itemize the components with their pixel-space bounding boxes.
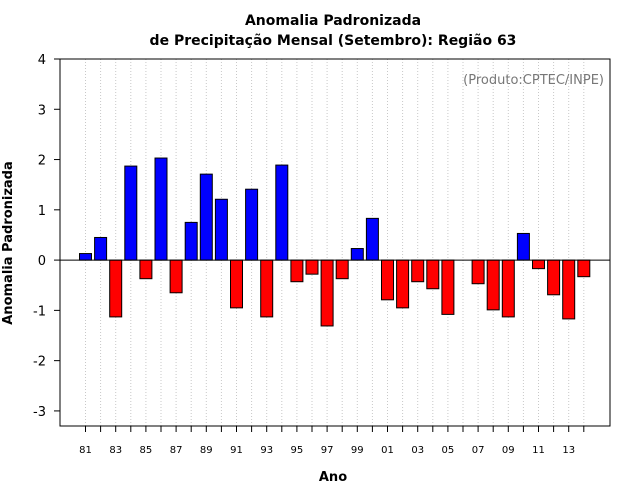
bar-97 bbox=[320, 259, 334, 327]
y-tick-label: 1 bbox=[38, 204, 46, 219]
bars bbox=[79, 157, 591, 327]
x-tick-label: 81 bbox=[79, 445, 92, 456]
x-tick-label: 89 bbox=[200, 445, 213, 456]
bar-99 bbox=[350, 248, 364, 261]
x-tick-label: 95 bbox=[291, 445, 304, 456]
x-tick-label: 99 bbox=[351, 445, 364, 456]
x-tick-label: 07 bbox=[472, 445, 485, 456]
bar-01 bbox=[381, 259, 394, 301]
bar-12 bbox=[547, 259, 561, 296]
x-tick-label: 93 bbox=[260, 445, 273, 456]
x-tick-label: 85 bbox=[140, 445, 153, 456]
x-axis-label: Ano bbox=[319, 470, 347, 485]
bar-13 bbox=[562, 259, 576, 320]
x-tick-label: 13 bbox=[562, 445, 575, 456]
bar-95 bbox=[290, 259, 304, 283]
bar-88 bbox=[184, 221, 198, 261]
y-tick-label: 0 bbox=[38, 254, 46, 269]
bar-90 bbox=[214, 198, 228, 261]
bar-02 bbox=[396, 259, 410, 309]
bar-05 bbox=[441, 259, 455, 315]
y-tick-label: 3 bbox=[38, 103, 46, 118]
x-tick-label: 09 bbox=[502, 445, 515, 456]
chart-title-line1: Anomalia Padronizada bbox=[245, 13, 421, 29]
x-tick-label: 01 bbox=[381, 445, 394, 456]
y-tick-label: -2 bbox=[33, 355, 46, 370]
bar-89 bbox=[199, 173, 213, 261]
x-tick-label: 87 bbox=[170, 445, 183, 456]
bar-93 bbox=[260, 259, 274, 318]
source-annotation: (Produto:CPTEC/INPE) bbox=[463, 73, 604, 88]
bar-10 bbox=[516, 232, 530, 261]
plot-frame bbox=[59, 58, 611, 427]
bar-14 bbox=[577, 259, 591, 278]
bar-07 bbox=[471, 259, 485, 285]
bar-87 bbox=[169, 259, 183, 294]
bar-96 bbox=[305, 259, 319, 275]
x-tick-label: 03 bbox=[411, 445, 424, 456]
bar-04 bbox=[426, 259, 440, 290]
bar-92 bbox=[245, 188, 259, 261]
x-tick-label: 11 bbox=[532, 445, 545, 456]
bar-09 bbox=[501, 259, 515, 318]
bar-91 bbox=[230, 259, 243, 309]
bar-81 bbox=[79, 253, 92, 261]
bar-03 bbox=[411, 259, 425, 283]
x-tick-label: 91 bbox=[230, 445, 243, 456]
y-tick-label: -1 bbox=[33, 304, 46, 319]
x-tick-label: 83 bbox=[109, 445, 122, 456]
x-axis: 81 83 85 87 89 91 93 95 97 99 01 03 05 07 09 11 13 bbox=[79, 426, 585, 456]
bar-82 bbox=[94, 236, 108, 261]
bar-86 bbox=[154, 157, 168, 261]
bar-85 bbox=[139, 259, 153, 280]
bar-84 bbox=[124, 165, 138, 261]
bar-00 bbox=[365, 217, 379, 261]
x-tick-label: 05 bbox=[442, 445, 455, 456]
y-axis: -3 -2 -1 0 1 2 3 4 bbox=[33, 53, 60, 420]
y-tick-label: -3 bbox=[33, 405, 46, 420]
chart-title-line2: de Precipitação Mensal (Setembro): Regiã… bbox=[150, 33, 517, 49]
bar-08 bbox=[486, 259, 500, 311]
y-tick-label: 4 bbox=[38, 53, 46, 68]
bar-83 bbox=[109, 259, 123, 318]
y-tick-label: 2 bbox=[38, 154, 46, 169]
x-tick-label: 97 bbox=[321, 445, 334, 456]
y-axis-label: Anomalia Padronizada bbox=[1, 161, 16, 325]
bar-11 bbox=[532, 259, 545, 270]
bar-94 bbox=[275, 164, 289, 261]
bar-98 bbox=[335, 259, 349, 280]
